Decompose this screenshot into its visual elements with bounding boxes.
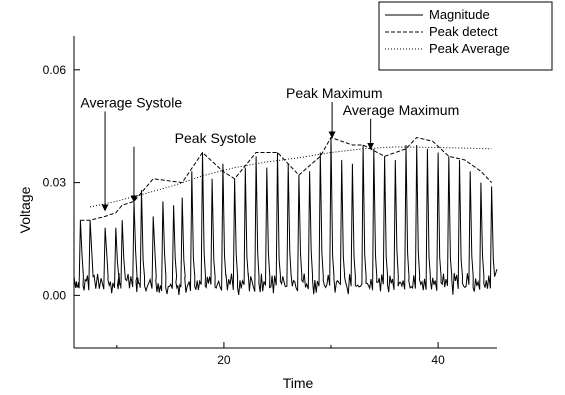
plot-frame	[73, 36, 497, 349]
x-tick-label: 20	[217, 353, 231, 367]
annotation-label: Average Systole	[80, 94, 182, 110]
y-tick-label: 0.03	[43, 176, 67, 190]
legend-label: Magnitude	[429, 7, 490, 22]
annotation-label: Peak Maximum	[286, 85, 382, 101]
y-axis-label: Voltage	[17, 186, 33, 233]
x-tick-label: 40	[431, 353, 445, 367]
series-peak-detect-line	[80, 136, 492, 221]
legend-label: Peak Average	[429, 41, 510, 56]
series-peak-average-line	[89, 146, 492, 208]
legend-box	[378, 1, 553, 71]
legend-label: Peak detect	[429, 24, 498, 39]
annotation-label: Average Maximum	[343, 102, 459, 118]
y-tick-label: 0.06	[43, 63, 67, 77]
annotation-label: Peak Systole	[175, 130, 257, 146]
y-tick-label: 0.00	[43, 288, 67, 302]
legend: Magnitude Peak detect Peak Average	[378, 1, 553, 71]
series-layer	[73, 136, 498, 295]
axis-layer: 20 40 0.00 0.03 0.06	[43, 63, 445, 367]
series-magnitude-line	[73, 137, 498, 295]
x-axis-label: Time	[283, 375, 314, 391]
annotation-layer: Average Systole Peak Systole Peak MaximumA…	[80, 85, 459, 212]
